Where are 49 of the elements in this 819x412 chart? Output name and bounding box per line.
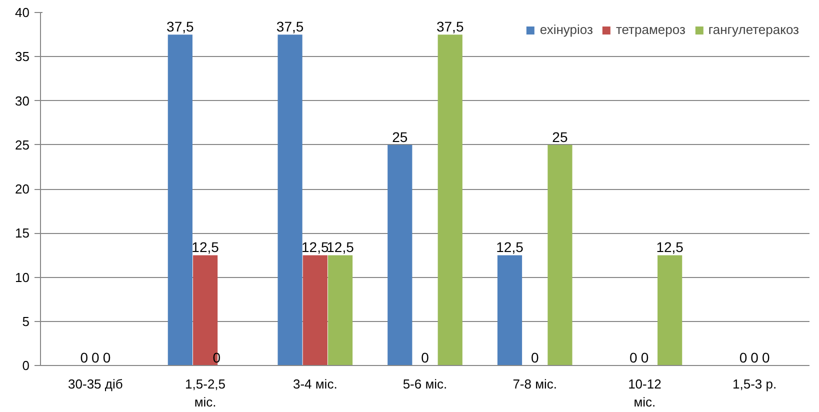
- bar: [168, 34, 192, 366]
- bar: [328, 255, 353, 366]
- data-label: 0: [421, 350, 430, 366]
- x-tick-label: 1,5-3 р.: [732, 376, 777, 392]
- bar: [438, 34, 462, 366]
- x-tick-label: 30-35 діб: [68, 376, 123, 392]
- data-label: 37,5: [166, 18, 194, 35]
- x-tick-label: 1,5-2,5 міс.: [185, 376, 226, 410]
- x-tick-label: 5-6 міс.: [402, 376, 448, 392]
- data-label: 0: [739, 350, 748, 366]
- data-label: 0: [630, 350, 638, 366]
- bar: [548, 144, 572, 366]
- data-label: 0: [762, 350, 770, 366]
- data-label: 0: [530, 350, 539, 366]
- x-tick-label: 7-8 міс.: [512, 376, 558, 392]
- y-tick-label: 5: [22, 314, 30, 329]
- data-label: 0: [750, 350, 759, 366]
- data-label: 25: [552, 128, 568, 145]
- data-label: 0: [640, 350, 649, 366]
- data-label: 12,5: [192, 239, 220, 256]
- data-label: 12,5: [302, 239, 329, 256]
- data-label: 12,5: [656, 239, 684, 256]
- legend-label: тетрамероз: [616, 22, 686, 37]
- data-label: 0: [80, 350, 88, 366]
- bar: [388, 144, 412, 366]
- y-tick-label: 35: [15, 49, 30, 64]
- data-label: 12,5: [326, 239, 354, 256]
- y-tick-label: 0: [22, 358, 30, 373]
- y-tick-label: 30: [15, 93, 30, 108]
- data-label: 0: [102, 350, 111, 366]
- legend-label: ехінуріоз: [540, 22, 593, 37]
- x-tick-label: 3-4 міс.: [292, 376, 338, 392]
- y-tick-label: 15: [15, 226, 30, 241]
- data-label: 37,5: [436, 18, 464, 35]
- y-tick-label: 25: [15, 137, 30, 152]
- data-label: 37,5: [276, 18, 304, 35]
- x-tick-label: 10-12 міс.: [628, 376, 662, 410]
- y-tick-label: 10: [15, 270, 30, 285]
- bar: [658, 255, 682, 366]
- y-tick-label: 20: [15, 182, 30, 196]
- y-tick-label: 40: [15, 5, 30, 20]
- data-label: 25: [392, 128, 408, 145]
- bar: [302, 255, 328, 366]
- bar: [497, 255, 522, 366]
- bar: [192, 255, 218, 366]
- data-label: 0: [92, 350, 100, 366]
- legend-label: гангулетеракоз: [708, 22, 799, 37]
- bar: [278, 34, 302, 366]
- data-label: 12,5: [496, 239, 524, 256]
